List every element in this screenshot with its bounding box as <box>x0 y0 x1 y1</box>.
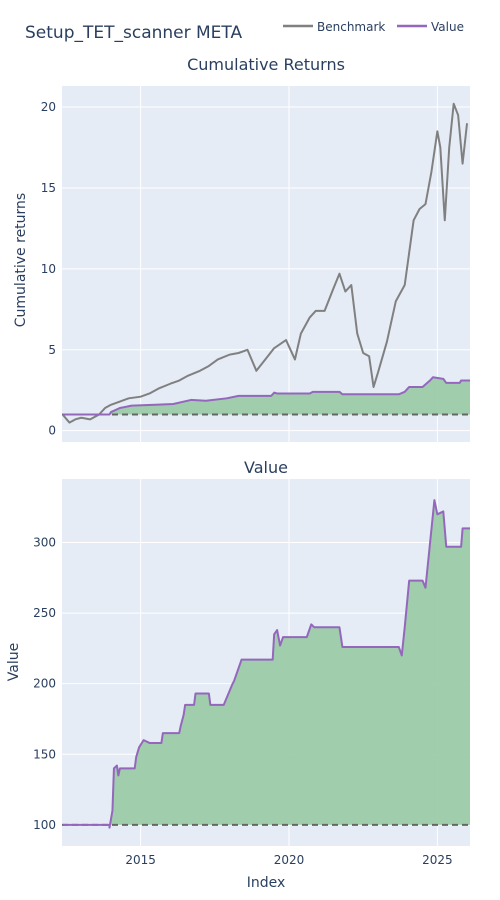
legend-label-benchmark: Benchmark <box>317 20 385 34</box>
legend-item-value[interactable]: Value <box>397 20 464 34</box>
cumulative-returns-ticks: 0 5 10 15 20 <box>41 100 56 438</box>
value-panel-title: Value <box>244 458 288 477</box>
x-tick-label: 2025 <box>422 853 453 867</box>
cumulative-returns-ylabel: Cumulative returns <box>13 193 29 327</box>
cumulative-returns-series <box>61 102 470 424</box>
cumulative-returns-value-line <box>62 376 470 416</box>
value-ylabel: Value <box>6 643 22 681</box>
x-tick-label: 2015 <box>125 853 156 867</box>
y-tick-label: 200 <box>33 677 56 691</box>
value-value-line <box>62 499 470 829</box>
y-tick-label: 250 <box>33 606 56 620</box>
legend: Benchmark Value <box>283 20 464 34</box>
y-tick-label: 300 <box>33 536 56 550</box>
cumulative-returns-plot-area <box>62 86 470 442</box>
y-tick-label: 5 <box>48 343 56 357</box>
y-tick-label: 10 <box>41 262 56 276</box>
value-xlabel: Index <box>247 875 286 891</box>
y-tick-label: 15 <box>41 181 56 195</box>
cumulative-returns-grid <box>62 86 470 442</box>
cumulative-returns-benchmark-line <box>61 102 469 424</box>
value-series <box>62 499 470 829</box>
legend-item-benchmark[interactable]: Benchmark <box>283 20 385 34</box>
y-tick-label: 0 <box>48 424 56 438</box>
y-tick-label: 100 <box>33 818 56 832</box>
y-tick-label: 20 <box>41 100 56 114</box>
figure-title: Setup_TET_scanner META <box>25 23 242 43</box>
value-ticks: 2015 2020 2025 100 150 200 250 300 <box>33 536 453 867</box>
value-value-fill-area <box>62 500 471 828</box>
x-tick-label: 2020 <box>274 853 305 867</box>
y-tick-label: 150 <box>33 747 56 761</box>
legend-label-value: Value <box>431 20 464 34</box>
cumulative-returns-title: Cumulative Returns <box>187 55 345 74</box>
cumulative-returns-panel: Cumulative Returns 0 5 10 15 20 Cumulative r… <box>13 55 471 442</box>
value-fill <box>62 500 471 828</box>
